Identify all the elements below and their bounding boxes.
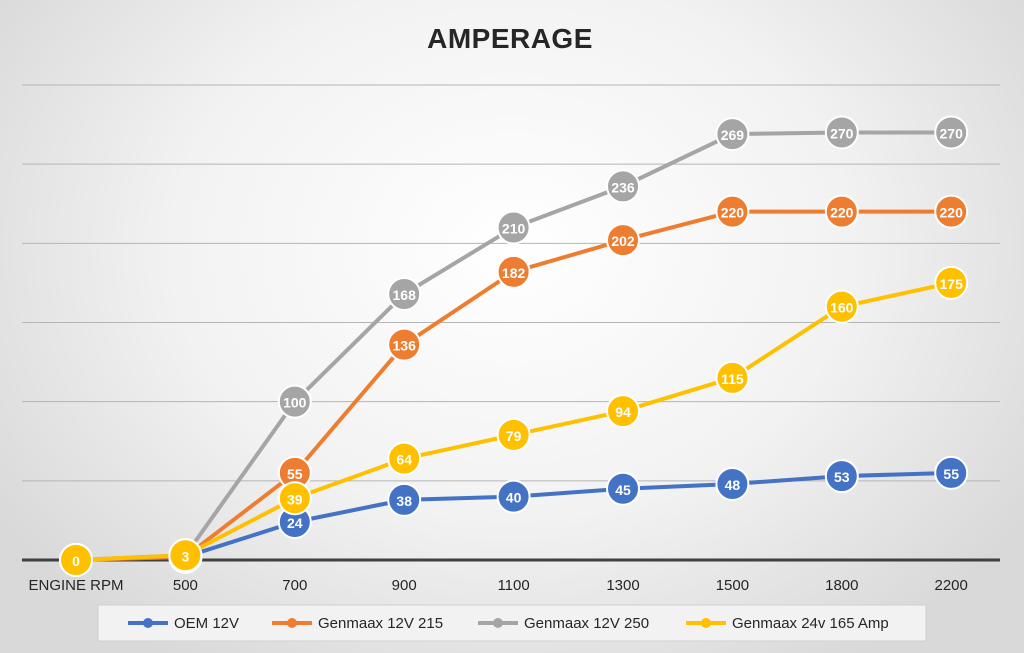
legend-label: Genmaax 12V 215: [318, 615, 443, 632]
data-label: 160: [830, 300, 854, 316]
data-label: 55: [943, 466, 959, 482]
data-label: 210: [502, 221, 526, 237]
data-label: 39: [287, 491, 303, 507]
data-label: 45: [615, 482, 631, 498]
data-point: [496, 210, 531, 245]
data-label: 79: [506, 428, 522, 444]
data-label: 168: [393, 287, 417, 303]
data-label: 55: [287, 466, 303, 482]
x-tick-label: 1500: [716, 577, 749, 594]
data-label: 269: [721, 127, 745, 143]
data-point: [277, 384, 312, 419]
x-tick-label: ENGINE RPM: [28, 577, 123, 594]
data-label: 94: [615, 404, 631, 420]
data-point: [715, 467, 750, 501]
data-label: 53: [834, 469, 850, 485]
data-point: [496, 479, 531, 514]
data-point: [824, 459, 859, 494]
data-point: [824, 115, 859, 150]
data-point: [496, 417, 531, 452]
data-point: [496, 254, 531, 289]
series-4-points: 0 3 39 64 79 94 115 160 175: [59, 265, 969, 577]
data-label: 100: [283, 395, 307, 411]
data-label: 220: [721, 205, 745, 221]
data-point: [168, 538, 203, 573]
data-label: 0: [72, 553, 80, 569]
data-point: [387, 327, 422, 362]
data-point: [934, 265, 969, 300]
x-tick-label: 2200: [935, 577, 968, 594]
data-point: [715, 360, 750, 395]
x-tick-label: 1300: [606, 577, 639, 594]
data-label: 115: [721, 371, 744, 387]
data-label: 220: [940, 205, 964, 221]
data-label: 24: [287, 515, 303, 531]
x-tick-label: 1800: [825, 577, 858, 594]
chart-title: AMPERAGE: [427, 23, 593, 54]
legend-swatch-marker: [143, 618, 153, 628]
legend-item: Genmaax 24v 165 Amp: [686, 615, 889, 632]
legend-swatch-marker: [287, 618, 297, 628]
data-point: [606, 394, 640, 429]
data-point: [387, 441, 422, 476]
data-label: 64: [396, 452, 412, 468]
data-label: 3: [182, 548, 190, 564]
data-label: 270: [940, 126, 964, 142]
legend-label: Genmaax 24v 165 Amp: [732, 615, 889, 632]
x-axis: ENGINE RPM 500 700 900 1100 1300 1500 1800 2200: [22, 558, 1000, 594]
data-point: [606, 169, 640, 204]
data-label: 175: [940, 276, 964, 292]
data-point: [824, 194, 859, 229]
data-point: [824, 289, 859, 324]
x-tick-label: 700: [282, 577, 307, 594]
data-point: [715, 194, 750, 229]
x-tick-label: 1100: [497, 577, 529, 594]
x-tick-label: 900: [392, 577, 417, 594]
series-2-points: 0255136182202220220220: [59, 194, 969, 577]
legend-swatch-marker: [493, 618, 503, 628]
legend-label: OEM 12V: [174, 615, 239, 632]
data-point: [277, 481, 312, 516]
data-label: 270: [830, 126, 854, 142]
data-point: [934, 115, 969, 150]
data-point: [387, 482, 422, 517]
data-point: [715, 117, 750, 152]
data-label: 136: [393, 338, 417, 354]
legend-swatch-marker: [701, 618, 711, 628]
data-label: 220: [830, 205, 854, 221]
data-label: 40: [506, 490, 522, 506]
x-tick-label: 500: [173, 577, 198, 594]
data-point: [606, 471, 640, 506]
data-point: [387, 277, 422, 311]
data-label: 202: [611, 233, 635, 249]
data-point: [934, 455, 969, 490]
data-label: 182: [502, 265, 526, 281]
data-point: [606, 223, 640, 258]
legend-item: Genmaax 12V 250: [478, 615, 649, 632]
series-group: 0224384045485355025513618220222022022003…: [59, 115, 969, 577]
data-point: [59, 543, 93, 577]
data-label: 38: [396, 493, 412, 509]
legend-label: Genmaax 12V 250: [524, 615, 649, 632]
legend: OEM 12V Genmaax 12V 215 Genmaax 12V 250 Gen…: [97, 604, 927, 642]
legend-item: OEM 12V: [128, 615, 239, 632]
data-label: 236: [611, 179, 635, 195]
legend-item: Genmaax 12V 215: [272, 615, 443, 632]
data-point: [934, 194, 969, 229]
data-label: 48: [725, 477, 741, 493]
